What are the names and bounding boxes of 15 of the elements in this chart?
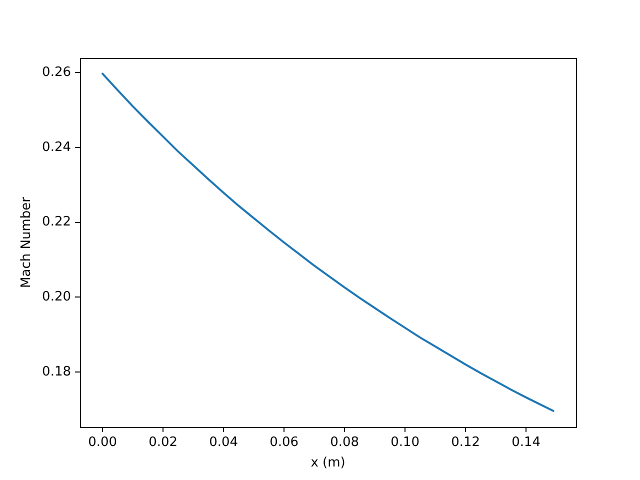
x-tick-label: 0.02 — [148, 435, 178, 450]
y-tick-label: 0.26 — [42, 64, 71, 80]
y-tick-label: 0.20 — [42, 290, 71, 305]
x-tick-label: 0.04 — [209, 435, 238, 450]
x-tick-label: 0.06 — [270, 435, 299, 450]
x-axis-title: x (m) — [310, 456, 346, 471]
y-axis-title: Mach Number — [19, 196, 34, 288]
x-tick-label: 0.00 — [88, 435, 118, 450]
y-tick-label: 0.18 — [42, 364, 71, 380]
x-tick-label: 0.12 — [451, 435, 480, 450]
y-tick-label: 0.24 — [42, 140, 71, 155]
x-tick-label: 0.14 — [512, 435, 541, 450]
x-tick-label: 0.10 — [390, 435, 420, 450]
y-tick-label: 0.22 — [42, 214, 71, 230]
x-tick-label: 0.08 — [330, 435, 360, 450]
